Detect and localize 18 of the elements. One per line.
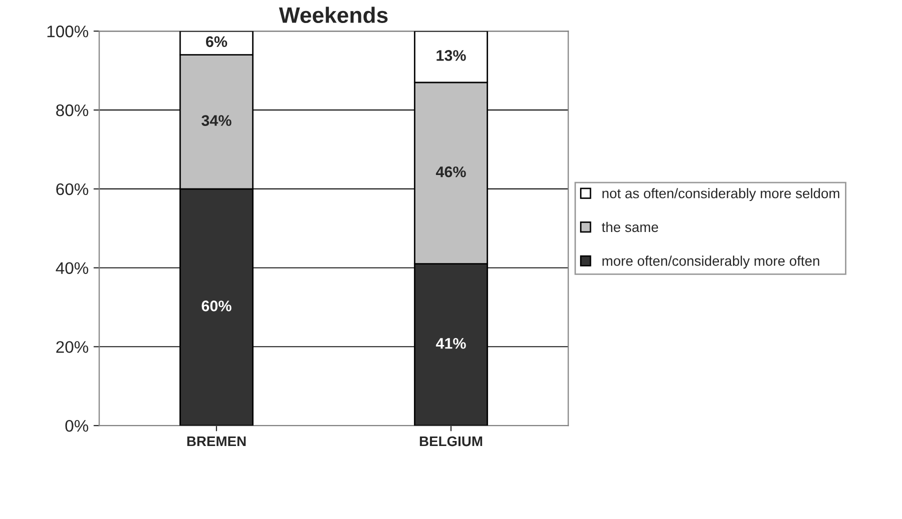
data-label: 34% bbox=[202, 115, 232, 126]
data-label: 13% bbox=[436, 50, 466, 61]
y-tick-label: 100% bbox=[47, 26, 88, 38]
legend-label: more often/considerably more often bbox=[602, 256, 820, 269]
chart-title: Weekends bbox=[279, 6, 388, 24]
y-tick-label: 20% bbox=[56, 341, 88, 353]
x-tick-label: BELGIUM bbox=[420, 436, 482, 446]
x-tick-label: BREMEN bbox=[187, 436, 246, 446]
legend-label: the same bbox=[602, 222, 658, 232]
y-tick-label: 40% bbox=[56, 262, 88, 274]
y-tick-label: 80% bbox=[56, 104, 88, 116]
legend-label: not as often/considerably more seldom bbox=[602, 188, 840, 202]
data-label: 6% bbox=[206, 36, 228, 48]
data-label: 60% bbox=[202, 300, 232, 312]
data-label: 46% bbox=[436, 166, 466, 178]
data-label: 41% bbox=[436, 338, 466, 349]
y-tick-label: 0% bbox=[65, 420, 88, 432]
y-tick-label: 60% bbox=[56, 183, 88, 196]
